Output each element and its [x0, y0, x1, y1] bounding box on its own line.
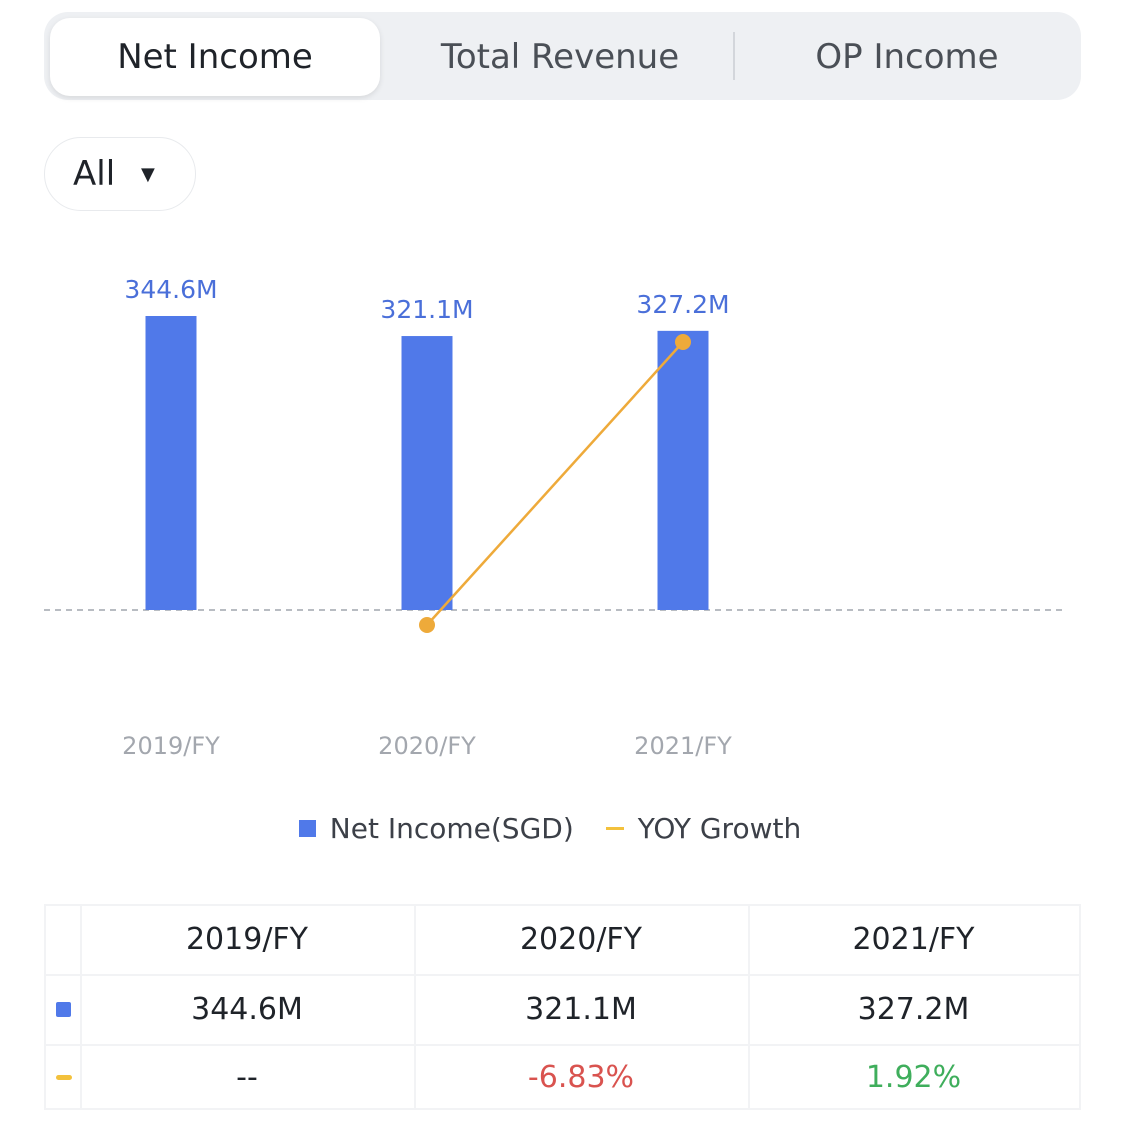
chart-bar-value-label: 327.2M: [636, 290, 729, 319]
table-cell: 321.1M: [525, 992, 637, 1027]
chart-bar-value-label: 321.1M: [380, 295, 473, 324]
legend-net-income-label: Net Income(SGD): [329, 811, 574, 845]
net-income-chart: 344.6M 2019/FY 321.1M 2020/FY 327.2M 2021/FY: [44, 275, 1066, 760]
legend-line-swatch: [605, 826, 624, 830]
chart-bar: [401, 336, 453, 610]
period-filter-dropdown[interactable]: All ▼: [44, 137, 196, 211]
table-cell: 344.6M: [191, 992, 303, 1027]
table-divider: [46, 1044, 1079, 1046]
legend-item-net-income[interactable]: Net Income(SGD): [298, 811, 574, 845]
table-row-net-income: 344.6M 321.1M 327.2M: [46, 976, 1079, 1044]
table-cell: 327.2M: [857, 992, 970, 1027]
table-cell-positive: 1.92%: [865, 1060, 962, 1095]
table-header-row: 2019/FY 2020/FY 2021/FY: [46, 906, 1079, 974]
table-divider: [46, 974, 1079, 976]
chevron-down-icon: ▼: [141, 164, 155, 185]
tab-op-income[interactable]: OP Income: [815, 37, 999, 77]
chart-legend: Net Income(SGD) YOY Growth: [0, 806, 1100, 850]
period-filter-label: All: [73, 154, 116, 194]
table-header-cell: 2021/FY: [852, 922, 975, 957]
chart-yoy-point: [675, 334, 691, 350]
chart-bar-value-label: 344.6M: [124, 275, 217, 304]
tab-net-income[interactable]: Net Income: [50, 18, 380, 96]
table-header-cell: 2020/FY: [519, 922, 643, 957]
tab-divider: [733, 32, 735, 80]
table-row-yoy-growth: -- -6.83% 1.92%: [46, 1044, 1079, 1112]
tab-total-revenue[interactable]: Total Revenue: [440, 37, 680, 77]
chart-x-tick-label: 2021/FY: [634, 732, 732, 760]
table-column-divider: [748, 906, 750, 1108]
chart-yoy-line: [426, 341, 684, 626]
chart-x-tick-label: 2020/FY: [378, 732, 476, 760]
chart-bar: [145, 316, 197, 610]
legend-item-yoy-growth[interactable]: YOY Growth: [605, 811, 802, 845]
table-header-cell: 2019/FY: [185, 922, 309, 957]
table-column-divider: [80, 906, 82, 1108]
chart-x-tick-label: 2019/FY: [122, 732, 220, 760]
legend-yoy-label: YOY Growth: [637, 811, 802, 845]
table-cell-negative: -6.83%: [527, 1060, 635, 1095]
chart-bar: [657, 330, 709, 610]
table-cell: --: [236, 1060, 258, 1095]
data-table: 2019/FY 2020/FY 2021/FY 344.6M 321.1M 32…: [44, 904, 1081, 1110]
chart-yoy-point: [419, 617, 435, 633]
table-column-divider: [414, 906, 416, 1108]
net-income-indicator-icon: [56, 1002, 71, 1017]
yoy-indicator-icon: [56, 1075, 72, 1080]
legend-bar-swatch: [298, 819, 316, 837]
metric-tab-bar: Net Income Total Revenue OP Income: [44, 12, 1081, 100]
